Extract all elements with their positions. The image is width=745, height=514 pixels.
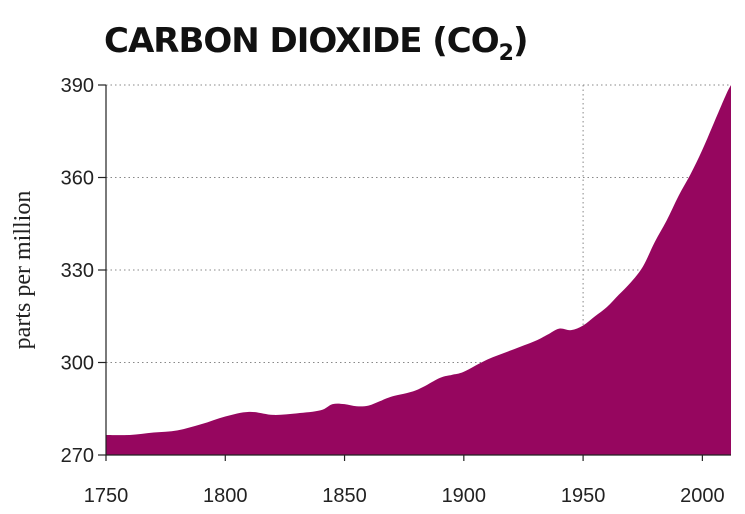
x-tick-label-1750: 1750 — [84, 485, 129, 507]
y-tick-labels: 270 300 330 360 390 — [61, 75, 106, 467]
gridlines — [106, 84, 731, 455]
y-tick-label-300: 300 — [61, 353, 94, 375]
co2-area-series — [106, 85, 731, 455]
x-tick-label-2000: 2000 — [680, 485, 725, 507]
y-tick-label-270: 270 — [61, 445, 94, 467]
y-axis-label: parts per million — [10, 191, 36, 350]
x-tick-label-1800: 1800 — [203, 485, 248, 507]
x-tick-label-1900: 1900 — [442, 485, 487, 507]
y-tick-label-390: 390 — [61, 75, 94, 97]
x-tick-label-1850: 1850 — [322, 485, 367, 507]
chart-title: CARBON DIOXIDE (CO2) — [104, 21, 528, 66]
y-tick-label-330: 330 — [61, 260, 94, 282]
x-tick-label-1950: 1950 — [561, 485, 606, 507]
x-tick-labels: 1750 1800 1850 1900 1950 2000 — [84, 455, 725, 507]
y-tick-label-360: 360 — [61, 168, 94, 190]
